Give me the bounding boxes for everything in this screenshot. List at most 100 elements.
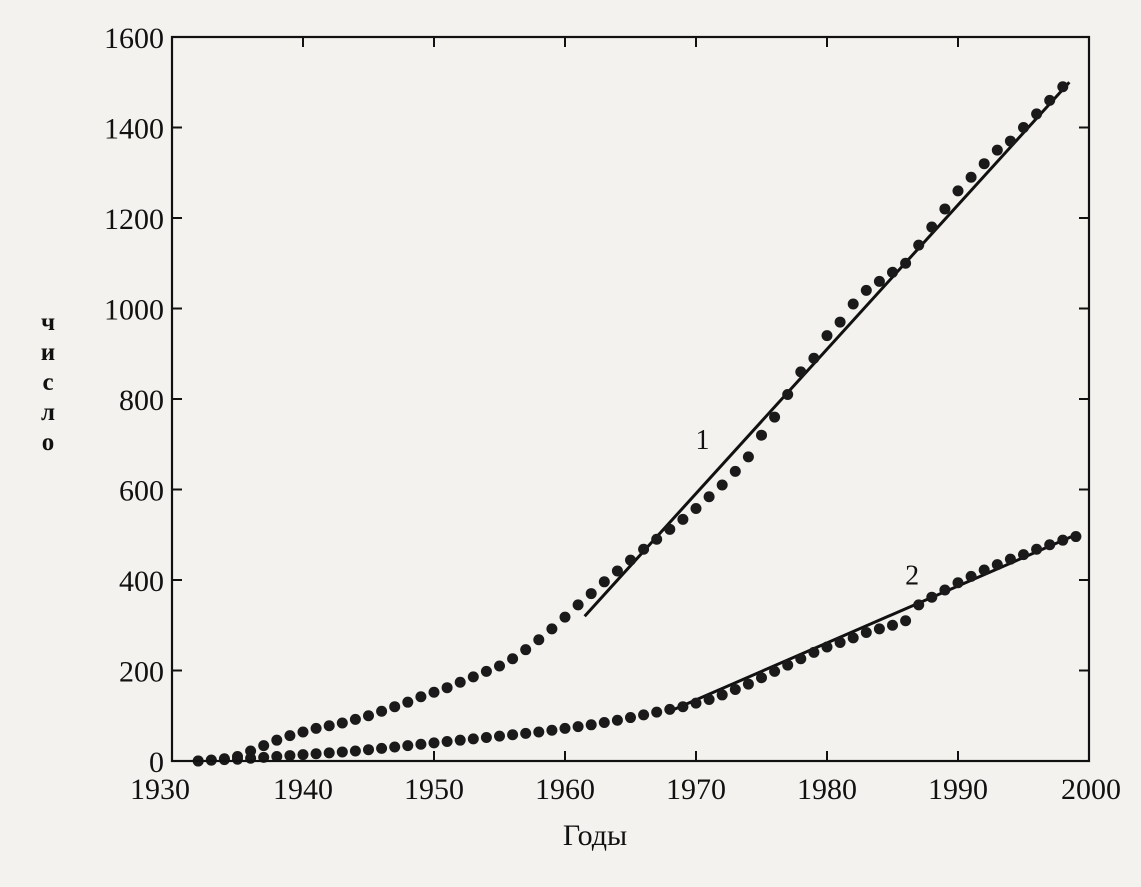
data-point (952, 185, 964, 197)
data-point (1004, 135, 1016, 147)
data-point (939, 203, 951, 215)
data-point (677, 513, 689, 525)
data-point (415, 738, 427, 750)
data-point (952, 577, 964, 589)
data-point (887, 619, 898, 631)
data-point (1057, 81, 1069, 93)
data-point (651, 706, 663, 718)
data-point (349, 713, 361, 725)
data-point (716, 479, 728, 491)
data-point (1057, 534, 1069, 546)
data-point (297, 726, 309, 738)
data-point (376, 705, 388, 717)
x-tick-label: 1970 (666, 773, 726, 806)
data-point (965, 570, 977, 582)
data-point (441, 736, 453, 748)
data-point (651, 533, 663, 545)
data-point (559, 722, 571, 734)
x-tick-label: 1940 (273, 773, 333, 806)
data-point (284, 730, 296, 742)
data-point (782, 388, 794, 400)
data-point (756, 429, 767, 441)
data-point (467, 671, 479, 683)
x-tick-label: 1960 (535, 773, 595, 806)
data-point (336, 746, 348, 758)
data-point (638, 543, 650, 555)
data-point (454, 676, 466, 688)
x-tick-label: 1950 (404, 773, 464, 806)
data-point (454, 734, 466, 746)
series-layer (192, 81, 1082, 767)
data-point (520, 644, 532, 656)
data-point (847, 298, 859, 310)
data-point (480, 731, 492, 743)
data-point (1044, 94, 1056, 106)
data-point (821, 641, 833, 653)
data-point (703, 693, 715, 705)
data-point (428, 737, 440, 749)
data-point (834, 636, 846, 648)
data-point (677, 701, 689, 713)
data-point (585, 719, 597, 731)
data-point (572, 599, 584, 611)
data-point (428, 686, 440, 698)
data-point (310, 722, 322, 734)
data-point (703, 491, 715, 503)
data-point (756, 672, 767, 684)
data-point (559, 611, 571, 623)
data-point (834, 316, 846, 328)
annotation-layer: 12 (696, 425, 920, 592)
data-point (271, 750, 283, 762)
data-point (271, 734, 283, 746)
data-point (546, 623, 558, 635)
data-point (441, 682, 453, 694)
y-tick-label: 400 (119, 565, 164, 598)
data-point (795, 653, 807, 665)
y-tick-label: 800 (119, 384, 164, 417)
y-tick-label: 1400 (104, 113, 164, 146)
data-point (769, 665, 781, 677)
data-point (402, 740, 414, 752)
data-point (507, 653, 519, 665)
data-point (376, 742, 388, 754)
data-point (1031, 108, 1043, 120)
data-point (664, 523, 676, 535)
x-tick-label: 1930 (130, 773, 190, 806)
y-tick-label: 200 (119, 656, 164, 689)
data-point (494, 730, 505, 742)
x-tick-label: 1990 (928, 773, 988, 806)
data-point (664, 703, 676, 715)
x-tick-label: 1980 (797, 773, 857, 806)
data-point (1004, 553, 1016, 565)
y-tick-label: 1000 (104, 294, 164, 327)
series-2 (192, 531, 1082, 767)
data-point (467, 733, 479, 745)
data-point (363, 710, 374, 722)
y-tick-label: 1200 (104, 203, 164, 236)
data-point (926, 591, 938, 603)
x-axis-label: Годы (563, 819, 627, 852)
data-point (808, 352, 820, 364)
data-point (349, 745, 361, 757)
data-point (480, 665, 492, 677)
data-point (742, 678, 754, 690)
data-point (716, 689, 728, 701)
data-point (690, 697, 702, 709)
data-point (991, 559, 1003, 571)
data-point (245, 752, 257, 764)
data-point (860, 626, 872, 638)
data-point (258, 740, 270, 752)
data-point (860, 284, 872, 296)
data-point (926, 221, 938, 233)
data-point (873, 275, 885, 287)
data-point (611, 714, 623, 726)
data-point (218, 754, 230, 766)
data-point (611, 565, 623, 577)
y-tick-label: 0 (149, 746, 164, 779)
data-point (729, 465, 741, 477)
data-point (494, 660, 505, 672)
data-point (598, 717, 610, 729)
data-point (389, 741, 401, 753)
data-point (402, 696, 414, 708)
